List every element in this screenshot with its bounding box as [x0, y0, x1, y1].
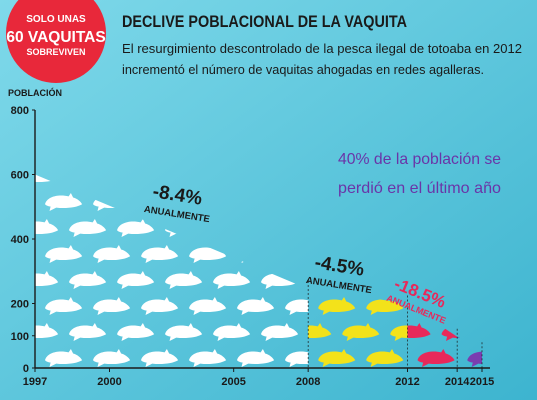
- y-tick-label: 800: [11, 105, 29, 117]
- page-title: DECLIVE POBLACIONAL DE LA VAQUITA: [122, 12, 407, 31]
- y-tick-label: 100: [11, 331, 29, 343]
- x-tick-label: 1997: [23, 376, 47, 388]
- subtitle-line2: incrementó el número de vaquitas ahogada…: [122, 63, 484, 77]
- y-tick-label: 0: [23, 363, 29, 375]
- y-tick-label: 600: [11, 170, 29, 182]
- period-dividers: [307, 280, 483, 368]
- x-tick-label: 2012: [395, 376, 419, 388]
- callout-line1: 40% de la población se: [338, 151, 501, 168]
- subtitle-line1: El resurgimiento descontrolado de la pes…: [122, 42, 522, 56]
- badge-line1: SOLO UNAS: [26, 14, 86, 25]
- x-tick-label: 2008: [296, 376, 320, 388]
- badge-circle: [6, 0, 106, 83]
- badge-line3: SOBREVIVEN: [26, 47, 85, 57]
- badge-line2: 60 VAQUITAS: [6, 29, 105, 46]
- x-tick-label: 2005: [221, 376, 245, 388]
- y-tick-label: 200: [11, 299, 29, 311]
- y-axis-ticks: 0 100 200 400 600 800: [11, 105, 35, 375]
- x-axis-ticks: 1997 2000 2005 2008 2012 2014 2015: [23, 368, 494, 388]
- badge: SOLO UNAS 60 VAQUITAS SOBREVIVEN: [6, 0, 106, 83]
- y-tick-label: 400: [11, 234, 29, 246]
- x-tick-label: 2000: [97, 376, 121, 388]
- x-tick-label: 2014: [445, 376, 470, 388]
- y-axis-label: POBLACIÓN: [8, 87, 62, 98]
- callout-line2: perdió en el último año: [338, 180, 501, 197]
- x-tick-label: 2015: [470, 376, 494, 388]
